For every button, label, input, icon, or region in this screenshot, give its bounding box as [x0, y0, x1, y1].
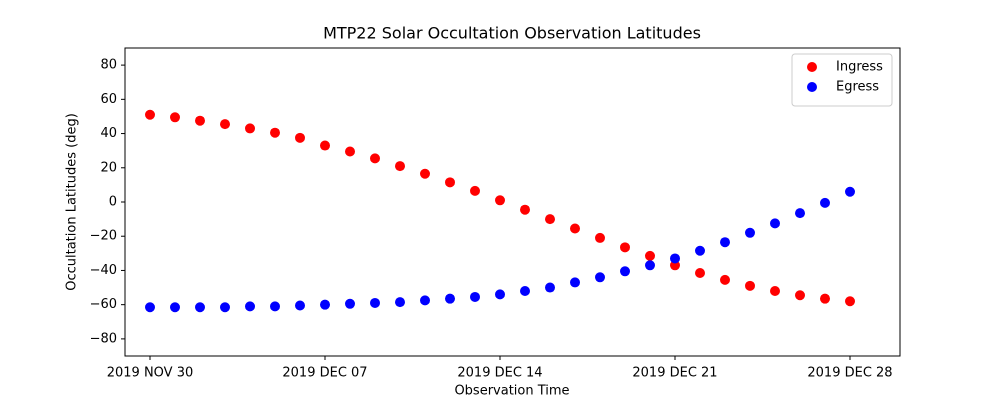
point [245, 301, 255, 312]
point [520, 204, 530, 215]
point [595, 232, 605, 243]
point [270, 301, 280, 312]
y-axis-label: Occultation Latitudes (deg) [65, 113, 80, 291]
legend-marker [807, 62, 817, 72]
x-tick-label: 2019 DEC 21 [632, 366, 717, 381]
point [845, 296, 855, 307]
point [620, 242, 630, 253]
point [270, 127, 280, 138]
point [795, 290, 805, 301]
point [645, 260, 655, 271]
point [295, 300, 305, 311]
point [245, 123, 255, 134]
point [820, 197, 830, 208]
point [595, 272, 605, 283]
point [795, 208, 805, 219]
point [495, 289, 505, 300]
point [620, 266, 630, 277]
y-tick-label: 20 [100, 160, 117, 175]
plot-frame [124, 47, 901, 357]
point [670, 253, 680, 264]
point [145, 109, 155, 120]
point [570, 223, 580, 234]
point [545, 282, 555, 293]
point [370, 153, 380, 164]
point [445, 177, 455, 188]
point [495, 195, 505, 206]
point [570, 277, 580, 288]
chart-title: MTP22 Solar Occultation Observation Lati… [323, 24, 701, 43]
legend-marker [807, 82, 817, 92]
point [445, 293, 455, 304]
point [295, 132, 305, 143]
x-tick-label: 2019 NOV 30 [107, 366, 194, 381]
x-tick-label: 2019 DEC 07 [282, 366, 367, 381]
point [695, 245, 705, 256]
y-tick-label: 40 [100, 126, 117, 141]
point [220, 119, 230, 130]
point [695, 268, 705, 279]
y-tick-label: −40 [90, 263, 117, 278]
point [320, 140, 330, 151]
point [745, 227, 755, 238]
point [395, 161, 405, 172]
legend-label: Ingress [836, 60, 883, 75]
y-tick-label: 80 [100, 58, 117, 73]
point [220, 302, 230, 313]
point [320, 299, 330, 310]
x-axis-label: Observation Time [454, 384, 569, 399]
point [170, 302, 180, 313]
point [470, 291, 480, 302]
point [820, 293, 830, 304]
y-tick-label: −80 [90, 331, 117, 346]
point [370, 297, 380, 308]
point [170, 112, 180, 123]
point [520, 285, 530, 296]
y-tick-label: −20 [90, 229, 117, 244]
y-tick-label: −60 [90, 297, 117, 312]
y-tick-label: 60 [100, 92, 117, 107]
point [545, 214, 555, 225]
point [845, 186, 855, 197]
point [345, 146, 355, 157]
legend-label: Egress [836, 80, 879, 95]
point [345, 298, 355, 309]
point [770, 218, 780, 229]
point [395, 297, 405, 308]
x-tick-label: 2019 DEC 14 [457, 366, 542, 381]
point [420, 168, 430, 179]
point [195, 115, 205, 126]
point [720, 274, 730, 285]
point [145, 302, 155, 313]
point [420, 295, 430, 306]
y-tick-label: 0 [109, 195, 117, 210]
point [645, 250, 655, 261]
point [195, 302, 205, 313]
point [720, 237, 730, 248]
point [745, 280, 755, 291]
point [770, 285, 780, 296]
x-tick-label: 2019 DEC 28 [807, 366, 892, 381]
point [670, 260, 680, 271]
point [470, 185, 480, 196]
